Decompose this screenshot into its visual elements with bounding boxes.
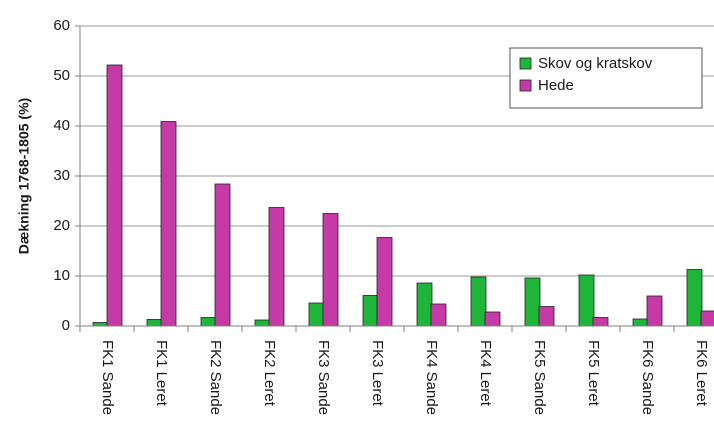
bar-hede-10 <box>646 295 663 327</box>
bar-hede-8 <box>538 306 555 327</box>
category-label: FK5 Leret <box>585 340 602 407</box>
bar-skov-1 <box>146 319 163 327</box>
category-label: FK2 Sande <box>207 340 224 415</box>
y-tick-label: 30 <box>53 167 70 184</box>
bar-hede-0 <box>106 64 123 327</box>
bar-hede-3 <box>268 207 285 327</box>
bar-hede-5 <box>376 237 393 327</box>
bar-skov-10 <box>632 318 649 327</box>
y-axis-title: Dækning 1768-1805 (%) <box>16 98 32 254</box>
legend-swatch <box>519 57 532 70</box>
bar-skov-8 <box>524 277 541 327</box>
legend-box <box>509 47 703 109</box>
bar-skov-6 <box>416 282 433 327</box>
bar-skov-9 <box>578 274 595 327</box>
bar-hede-11 <box>700 310 714 327</box>
x-tick-labels: FK1 Sande FK1 Leret FK2 Sande FK2 Leret FK3 … <box>79 326 710 415</box>
gridlines <box>80 25 714 277</box>
category-label: FK6 Leret <box>693 340 710 407</box>
y-tick-label: 20 <box>53 217 70 234</box>
category-label: FK1 Leret <box>153 340 170 407</box>
y-tick-labels: 0 10 20 30 40 50 60 <box>53 17 80 334</box>
legend: Skov og kratskov Hede <box>509 47 703 109</box>
category-label: FK6 Sande <box>639 340 656 415</box>
bar-skov-3 <box>254 319 271 327</box>
bar-hede-6 <box>430 303 447 327</box>
legend-swatch <box>519 79 532 92</box>
bar-skov-7 <box>470 276 487 327</box>
legend-label: Hede <box>538 77 574 94</box>
y-tick-label: 40 <box>53 117 70 134</box>
y-tick-label: 0 <box>62 317 70 334</box>
bar-skov-5 <box>362 295 379 327</box>
bar-hede-2 <box>214 183 231 327</box>
bar-hede-1 <box>160 121 177 327</box>
category-label: FK3 Sande <box>315 340 332 415</box>
bar-skov-11 <box>686 269 703 327</box>
y-tick-label: 10 <box>53 267 70 284</box>
category-label: FK3 Leret <box>369 340 386 407</box>
y-tick-label: 60 <box>53 17 70 34</box>
category-label: FK4 Leret <box>477 340 494 407</box>
category-label: FK1 Sande <box>99 340 116 415</box>
bar-hede-4 <box>322 213 339 327</box>
legend-label: Skov og kratskov <box>538 55 653 72</box>
y-tick-label: 50 <box>53 67 70 84</box>
category-label: FK4 Sande <box>423 340 440 415</box>
category-label: FK2 Leret <box>261 340 278 407</box>
bar-hede-9 <box>592 317 609 327</box>
bar-skov-4 <box>308 302 325 327</box>
bar-hede-7 <box>484 311 501 327</box>
bars <box>92 64 714 327</box>
bar-skov-2 <box>200 317 217 327</box>
bar-skov-0 <box>92 322 109 327</box>
category-label: FK5 Sande <box>531 340 548 415</box>
